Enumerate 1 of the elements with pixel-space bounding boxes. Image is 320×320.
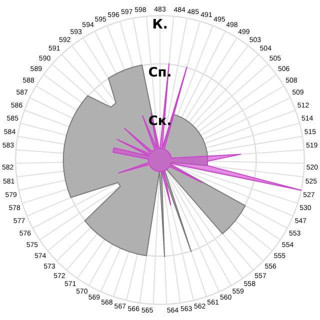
text: К. — [152, 18, 168, 33]
